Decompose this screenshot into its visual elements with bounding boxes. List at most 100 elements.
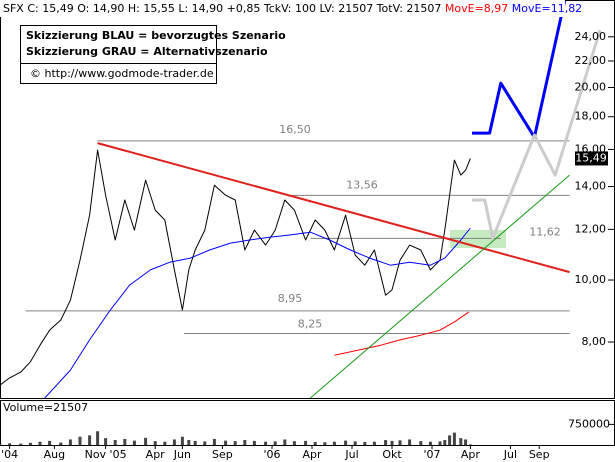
y-tick-label: 8,00: [582, 335, 607, 348]
volume-bar: [88, 435, 92, 445]
series-line: [310, 174, 570, 398]
volume-bar: [104, 438, 108, 445]
y-tick-label: 12,00: [575, 222, 607, 235]
volume-bar: [180, 436, 184, 445]
volume-bar: [78, 436, 82, 445]
volume-bar: [292, 441, 296, 445]
volume-bar: [19, 443, 23, 445]
volume-bar: [398, 440, 402, 445]
level-label: 16,50: [279, 123, 311, 136]
series-line: [472, 0, 567, 139]
series-line: [0, 149, 471, 386]
volume-bar: [428, 441, 432, 445]
x-tick-label: Apr: [302, 448, 322, 461]
note: Skizzierung GRAU = Alternativszenario: [26, 45, 268, 58]
x-tick-label: Jun: [173, 448, 191, 461]
series-line: [97, 142, 570, 274]
volume-bar: [212, 438, 216, 445]
x-tick-label: Sep: [212, 448, 233, 461]
volume-bar: [96, 431, 100, 445]
volume-bar: [313, 441, 317, 445]
last-price-label: 15,49: [575, 151, 607, 164]
x-tick-label: Aug: [44, 448, 65, 461]
volume-label: Volume=21507: [3, 401, 88, 414]
y-tick-label: 18,00: [575, 110, 607, 123]
volume-bar: [304, 440, 308, 445]
note-box: [20, 25, 217, 84]
volume-bar: [28, 442, 32, 445]
volume-bar: [68, 439, 72, 445]
volume-bar: [452, 432, 456, 445]
volume-bar: [144, 437, 148, 445]
x-tick-label: '07: [423, 448, 440, 461]
x-tick-label: Jul: [503, 448, 517, 461]
volume-bar: [390, 440, 394, 445]
x-tick-label: Okt: [382, 448, 402, 461]
x-tick-label: Sep: [529, 448, 550, 461]
y-tick-label: 10,00: [575, 273, 607, 286]
volume-bar: [283, 439, 287, 445]
volume-bar: [113, 440, 117, 445]
volume-bar: [323, 442, 327, 445]
volume-bar: [224, 440, 228, 445]
volume-bar: [243, 440, 247, 445]
volume-bar: [203, 441, 207, 445]
volume-bar: [332, 441, 336, 445]
info-bar-bg: [0, 0, 565, 17]
volume-bar: [448, 435, 452, 445]
x-tick-label: '04: [1, 448, 18, 461]
volume-bar: [273, 441, 277, 445]
series-line: [472, 29, 602, 240]
y-tick-label: 20,00: [575, 80, 607, 93]
target-zone: [450, 230, 506, 248]
volume-bar: [0, 443, 2, 445]
volume-bar: [363, 441, 367, 445]
level-label: 11,62: [529, 225, 561, 238]
volume-bar: [123, 438, 127, 445]
volume-bar: [252, 440, 256, 445]
volume-bar: [172, 439, 176, 445]
x-tick-label: Nov '05: [85, 448, 127, 461]
volume-bar: [443, 440, 447, 445]
volume-bar: [264, 441, 268, 445]
info-text: MovE=8,97: [445, 2, 508, 15]
volume-bar: [353, 441, 357, 445]
volume-bar: [344, 440, 348, 445]
volume-bar: [48, 440, 52, 445]
volume-bar: [459, 438, 463, 445]
note: © http://www.godmode-trader.de: [30, 67, 214, 80]
volume-bar: [8, 443, 12, 445]
volume-bar: [187, 440, 191, 445]
plot-area: 16,50 13,56 11,62 8,95 8,25: [0, 0, 602, 398]
volume-bar: [464, 439, 468, 445]
level-label: 13,56: [346, 178, 378, 191]
note: Skizzierung BLAU = bevorzugtes Szenario: [26, 29, 286, 42]
volume-bar: [38, 441, 42, 445]
volume-bar: [153, 441, 157, 445]
info-text: SFX C: 15,49 O: 14,90 H: 15,55 L: 14,90 …: [3, 2, 441, 15]
volume-bar: [59, 442, 63, 445]
volume-bar: [193, 440, 197, 445]
volume-bar: [384, 440, 388, 445]
volume-bar: [233, 441, 237, 445]
level-label: 8,25: [298, 317, 323, 330]
x-tick-label: '06: [263, 448, 280, 461]
volume-tick-label: 750000: [568, 417, 610, 430]
volume-bar: [438, 441, 442, 445]
last-price-box: [575, 151, 608, 166]
volume-bar: [408, 439, 412, 445]
series-line: [44, 227, 471, 398]
y-tick-label: 14,00: [575, 180, 607, 193]
volume-bar: [372, 441, 376, 445]
info-bar: SFX C: 15,49 O: 14,90 H: 15,55 L: 14,90 …: [3, 2, 582, 15]
level-label: 8,95: [278, 292, 303, 305]
y-tick-label: 22,00: [575, 54, 607, 67]
x-tick-label: Jul: [344, 448, 358, 461]
volume-bar: [132, 440, 136, 445]
volume-bar: [468, 444, 472, 445]
series-line: [334, 311, 470, 356]
info-text: MovE=11,82: [512, 2, 582, 15]
x-tick-label: Apr: [461, 448, 481, 461]
volume-bar: [419, 441, 423, 445]
